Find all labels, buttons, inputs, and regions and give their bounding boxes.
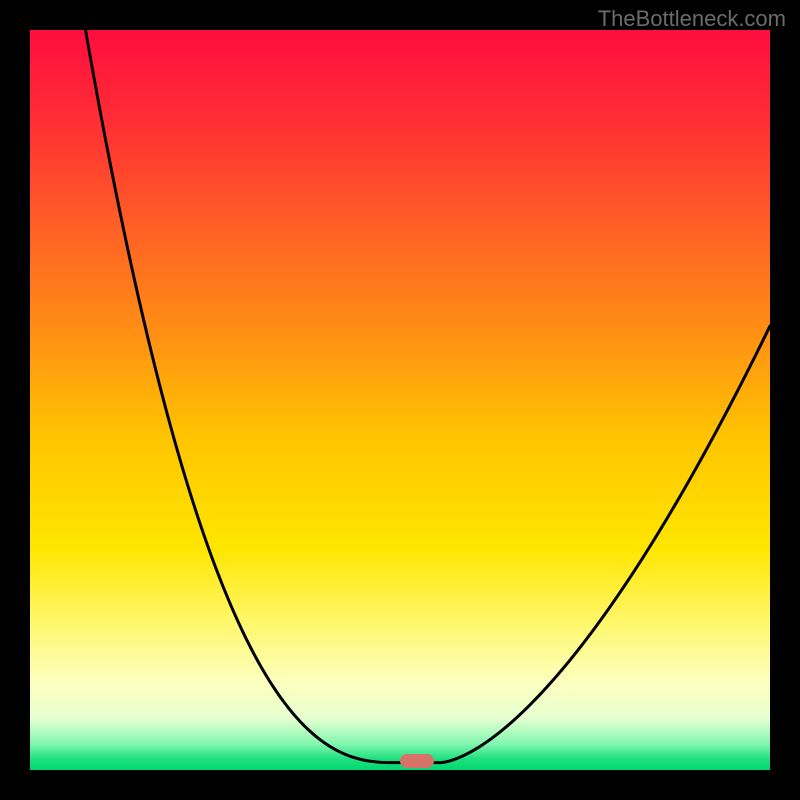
watermark-text: TheBottleneck.com [598,6,786,32]
plot-area [30,30,770,770]
minimum-marker [400,754,435,768]
bottleneck-curve [30,30,770,770]
chart-container: TheBottleneck.com [0,0,800,800]
